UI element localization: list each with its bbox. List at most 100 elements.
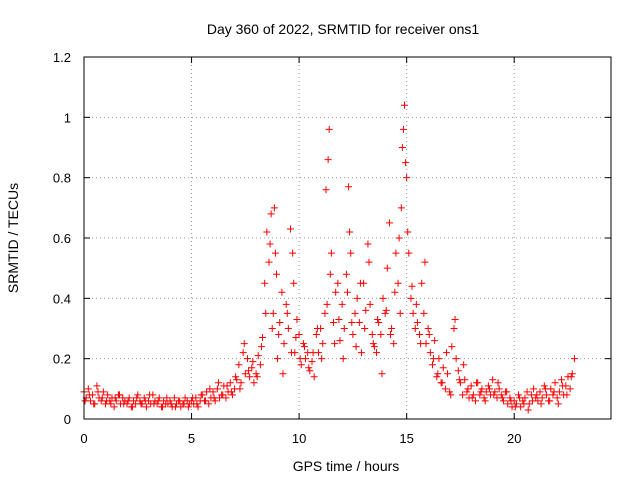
data-point: [273, 270, 281, 278]
data-point: [279, 370, 287, 378]
data-point: [463, 388, 471, 396]
data-point: [349, 331, 357, 339]
data-point: [128, 403, 136, 411]
data-point: [471, 397, 479, 405]
data-point: [434, 370, 442, 378]
data-point: [180, 400, 188, 408]
data-point: [159, 403, 167, 411]
data-point: [567, 373, 575, 381]
data-point: [98, 394, 106, 402]
data-point: [312, 331, 320, 339]
data-point: [250, 379, 258, 387]
data-point: [245, 367, 253, 375]
data-point: [306, 367, 314, 375]
data-point: [366, 300, 374, 308]
data-point: [404, 228, 412, 236]
data-point: [94, 388, 102, 396]
data-point: [327, 249, 335, 257]
data-point: [411, 325, 419, 332]
plot-frame: [83, 56, 612, 420]
data-point: [418, 279, 426, 287]
data-point: [266, 240, 274, 248]
data-point: [375, 318, 383, 326]
data-point: [554, 400, 562, 408]
data-point: [348, 318, 356, 326]
data-point: [347, 249, 355, 257]
data-point: [259, 334, 267, 342]
data-point: [336, 337, 344, 345]
data-point: [381, 309, 389, 317]
data-point: [433, 373, 441, 381]
data-point: [420, 309, 428, 317]
data-point: [495, 385, 503, 393]
data-point: [447, 391, 455, 399]
data-point: [516, 394, 524, 402]
data-point: [346, 228, 354, 236]
data-point: [256, 361, 264, 369]
data-point: [551, 379, 559, 387]
data-point: [370, 343, 378, 351]
data-point: [233, 376, 241, 384]
data-point: [407, 294, 415, 302]
data-point: [140, 394, 148, 402]
x-tick-label: 15: [399, 431, 413, 446]
data-point: [546, 397, 554, 405]
data-point: [402, 159, 410, 167]
data-point: [274, 355, 282, 363]
data-point: [252, 370, 260, 378]
data-point: [240, 340, 248, 348]
data-point: [155, 394, 163, 402]
data-point: [430, 355, 438, 363]
data-point: [491, 388, 499, 396]
data-point: [426, 349, 434, 357]
data-point: [459, 391, 467, 399]
data-point: [222, 394, 230, 402]
data-point: [267, 210, 275, 218]
data-point: [278, 288, 286, 296]
data-point: [392, 249, 400, 257]
data-point: [530, 385, 538, 393]
data-point: [395, 234, 403, 242]
data-point: [523, 388, 531, 396]
data-point: [197, 391, 205, 399]
x-axis-label: GPS time / hours: [293, 458, 400, 474]
data-point: [223, 382, 231, 390]
data-point: [368, 331, 376, 339]
data-point: [243, 355, 251, 363]
data-point: [265, 258, 273, 266]
data-point: [146, 391, 154, 399]
data-point: [454, 367, 462, 375]
data-point: [413, 318, 421, 326]
data-point: [322, 186, 330, 194]
data-point: [203, 388, 211, 396]
data-point: [309, 349, 317, 357]
data-point: [308, 358, 316, 366]
data-point: [394, 279, 402, 287]
data-point: [211, 397, 219, 405]
data-point: [490, 391, 498, 399]
data-point: [323, 300, 331, 308]
data-point: [142, 403, 150, 411]
data-point: [141, 397, 149, 405]
data-point: [269, 309, 277, 317]
x-tick-label: 10: [292, 431, 306, 446]
data-point: [473, 379, 481, 387]
data-point: [124, 397, 132, 405]
data-point: [421, 258, 429, 266]
data-point: [374, 315, 382, 323]
data-point: [401, 101, 409, 109]
data-point: [489, 376, 497, 384]
data-point: [452, 355, 460, 363]
data-point: [275, 331, 283, 339]
data-point: [257, 343, 265, 351]
data-point: [476, 391, 484, 399]
data-point: [171, 403, 179, 411]
data-point: [468, 394, 476, 402]
data-point: [416, 331, 424, 339]
data-point: [481, 397, 489, 405]
data-point: [111, 394, 119, 402]
data-point: [210, 394, 218, 402]
data-point: [528, 397, 536, 405]
data-point: [550, 388, 558, 396]
y-tick-label: 0.2: [53, 352, 71, 367]
